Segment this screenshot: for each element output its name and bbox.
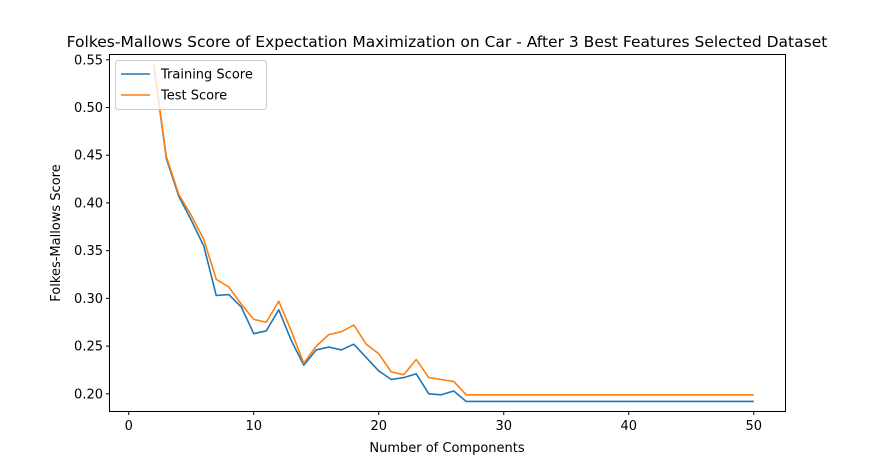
x-tick-label: 30 bbox=[495, 419, 512, 434]
legend-label: Training Score bbox=[160, 68, 253, 83]
y-tick-label: 0.55 bbox=[74, 53, 103, 68]
series-line-training bbox=[152, 64, 754, 403]
x-tick-label: 20 bbox=[370, 419, 387, 434]
series-line-test bbox=[152, 64, 754, 396]
x-tick-label: 50 bbox=[745, 419, 762, 434]
x-axis-label: Number of Components bbox=[369, 441, 524, 456]
x-axis: 0 10 20 30 40 50 bbox=[125, 411, 762, 434]
x-tick-label: 40 bbox=[620, 419, 637, 434]
y-tick-label: 0.25 bbox=[74, 340, 103, 355]
y-tick-label: 0.30 bbox=[74, 292, 103, 307]
x-tick-label: 0 bbox=[125, 419, 133, 434]
plot-frame bbox=[109, 54, 786, 412]
legend-label: Test Score bbox=[160, 89, 227, 104]
y-tick-label: 0.45 bbox=[74, 149, 103, 164]
x-tick-label: 10 bbox=[245, 419, 262, 434]
y-tick-label: 0.40 bbox=[74, 196, 103, 211]
y-tick-label: 0.35 bbox=[74, 244, 103, 259]
y-axis: 0.20 0.25 0.30 0.35 0.40 0.45 0.50 0.55 bbox=[74, 53, 110, 402]
y-tick-label: 0.50 bbox=[74, 101, 103, 116]
y-tick-label: 0.20 bbox=[74, 387, 103, 402]
legend: Training Score Test Score bbox=[115, 60, 267, 110]
y-axis-label: Folkes-Mallows Score bbox=[49, 164, 64, 301]
legend-box bbox=[115, 60, 267, 110]
chart-title: Folkes-Mallows Score of Expectation Maxi… bbox=[67, 33, 828, 51]
plot-area bbox=[152, 64, 754, 403]
